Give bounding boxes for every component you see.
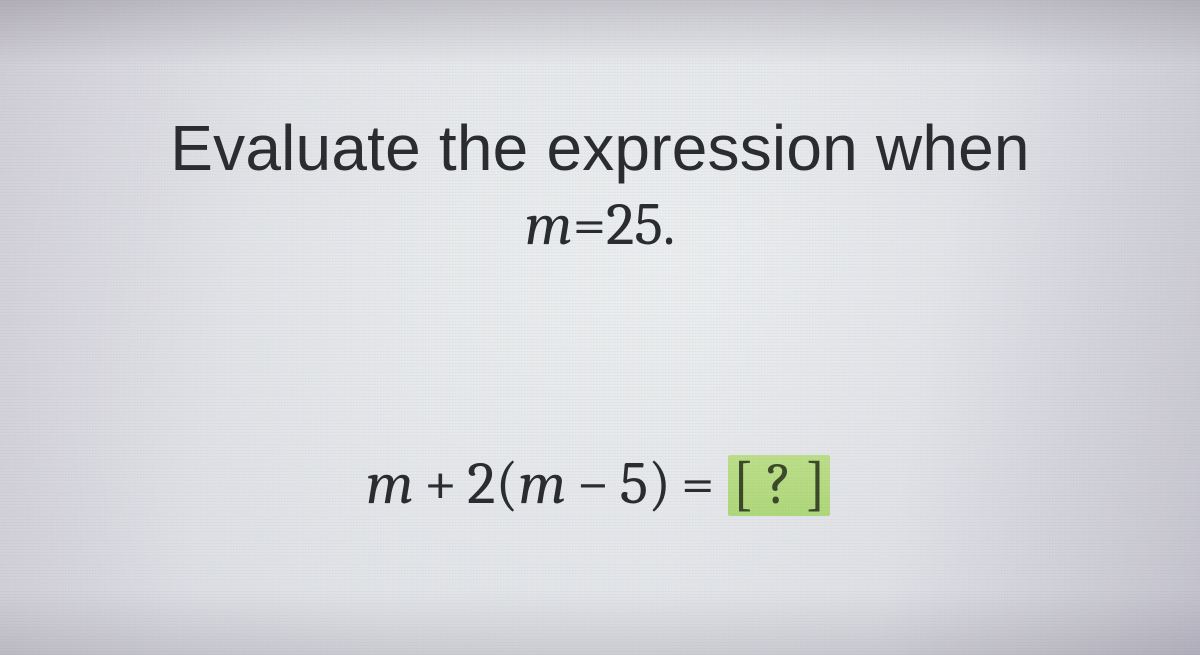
given-condition: m=25. <box>525 190 675 259</box>
inner-m: m <box>518 449 566 518</box>
term-m: m <box>366 449 414 518</box>
answer-placeholder: ? <box>767 449 792 518</box>
plus-operator: + <box>414 449 467 518</box>
bracket-close: ] <box>805 449 826 518</box>
variable-m: m <box>525 190 573 259</box>
prompt-text: Evaluate the expression when <box>170 108 1029 188</box>
prompt-line: Evaluate the expression when <box>170 112 1029 184</box>
equals-operator: = <box>671 449 724 518</box>
minus-operator: − <box>566 449 619 518</box>
coefficient-2: 2 <box>467 449 495 518</box>
bracket-open: [ <box>732 449 753 518</box>
paren-open: ( <box>496 449 519 518</box>
constant-5: 5 <box>620 449 649 518</box>
paren-close: ) <box>648 449 671 518</box>
answer-input-box[interactable]: [ ? ] <box>724 449 834 518</box>
expression-equation: m+2(m−5)=[ ? ] <box>366 449 834 518</box>
given-value: 25 <box>606 190 663 259</box>
period: . <box>663 190 675 259</box>
equals-sign: = <box>573 190 606 259</box>
problem-card: Evaluate the expression when m=25. m+2(m… <box>0 0 1200 655</box>
